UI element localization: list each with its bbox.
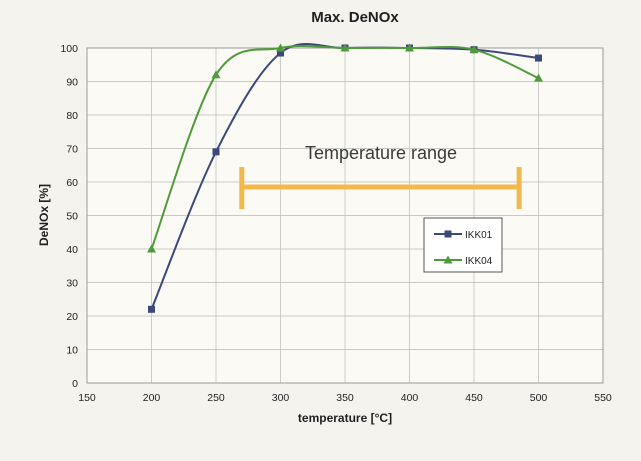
x-tick-label: 550 — [594, 392, 612, 404]
x-tick-label: 500 — [530, 392, 548, 404]
legend-items: IKK01 IKK04 — [434, 230, 493, 267]
legend-marker — [444, 230, 452, 238]
legend-item-ikk01: IKK01 — [434, 230, 493, 241]
y-tick-label: 90 — [66, 77, 78, 89]
x-tick-label: 150 — [78, 392, 96, 404]
data-point — [147, 244, 156, 253]
data-point — [276, 43, 285, 52]
y-tick-label: 100 — [60, 43, 78, 55]
data-point — [148, 305, 155, 313]
chart-title: Max. DeNOx — [311, 9, 399, 26]
temperature-range-label: Temperature range — [305, 143, 457, 163]
series-ikk04 — [147, 43, 543, 253]
series-layer — [147, 43, 543, 313]
y-tick-label: 10 — [66, 345, 78, 357]
y-axis-label: DeNOx [%] — [37, 184, 51, 246]
data-point — [211, 70, 221, 79]
y-tick-label: 30 — [66, 278, 78, 290]
x-tick-labels: 150 200 250 300 350 400 450 500 550 — [78, 392, 612, 404]
y-tick-label: 80 — [66, 110, 78, 122]
x-tick-label: 300 — [272, 392, 290, 404]
legend-item-ikk04: IKK04 — [434, 255, 493, 267]
y-tick-label: 0 — [72, 378, 78, 390]
data-point — [277, 49, 284, 57]
y-tick-label: 50 — [66, 211, 78, 223]
y-tick-labels: 0 10 20 30 40 50 60 70 80 90 100 — [60, 43, 78, 390]
data-point — [405, 43, 414, 52]
y-tick-label: 60 — [66, 177, 78, 189]
x-tick-label: 400 — [401, 392, 419, 404]
y-tick-label: 40 — [66, 244, 78, 256]
data-point — [469, 45, 479, 54]
x-tick-label: 250 — [207, 392, 225, 404]
data-point — [535, 54, 542, 62]
data-point — [340, 43, 350, 52]
legend-box — [423, 217, 503, 273]
temperature-range-annotation — [239, 167, 522, 210]
legend: IKK01 IKK04 — [423, 217, 503, 273]
legend-label: IKK01 — [465, 230, 493, 241]
x-tick-label: 450 — [465, 392, 483, 404]
y-tick-label: 70 — [66, 144, 78, 156]
data-point — [534, 73, 543, 82]
x-tick-label: 200 — [143, 392, 161, 404]
data-point — [212, 148, 220, 156]
legend-marker — [443, 255, 453, 264]
x-tick-label: 350 — [336, 392, 354, 404]
legend-label: IKK04 — [465, 256, 493, 267]
x-axis-label: temperature [°C] — [298, 411, 392, 425]
y-tick-label: 20 — [66, 311, 78, 323]
